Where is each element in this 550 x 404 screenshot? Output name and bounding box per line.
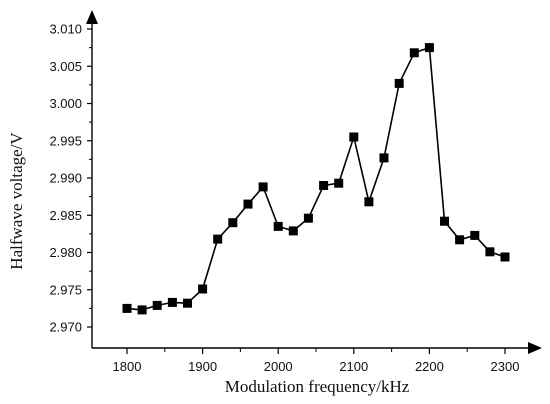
- data-point-marker: [303, 213, 313, 223]
- data-point-marker: [500, 252, 510, 262]
- series-line: [126, 46, 506, 311]
- data-point-marker: [198, 284, 208, 294]
- data-point-marker: [334, 178, 344, 188]
- data-point-marker: [137, 305, 147, 315]
- y-tick-label: 3.005: [49, 59, 82, 74]
- data-point-marker: [288, 226, 298, 236]
- data-point-marker: [485, 247, 495, 257]
- y-tick-label: 2.995: [49, 133, 82, 148]
- series-layer: [122, 43, 510, 315]
- x-tick-label: 1800: [113, 359, 142, 374]
- data-point-marker: [319, 181, 329, 190]
- y-tick-label: 3.000: [49, 96, 82, 111]
- tick-labels: 2.970 2.975 2.980 2.985 2.990 2.995 3.000 3.005…: [49, 22, 519, 375]
- y-tick-label: 2.985: [49, 208, 82, 223]
- data-point-marker: [394, 78, 404, 88]
- data-point-marker: [122, 303, 132, 313]
- data-point-marker: [349, 132, 359, 142]
- y-tick-label: 2.990: [49, 171, 82, 186]
- y-tick-label: 2.970: [49, 320, 82, 335]
- x-axis-arrowhead: [528, 342, 542, 354]
- data-point-marker: [470, 230, 480, 240]
- x-axis-title: Modulation frequency/kHz: [225, 377, 410, 396]
- data-point-marker: [258, 182, 268, 192]
- data-point-marker: [379, 153, 389, 163]
- x-tick-label: 2000: [264, 359, 293, 374]
- x-tick-label: 2300: [491, 359, 520, 374]
- data-point-marker: [213, 234, 223, 244]
- data-point-marker: [167, 297, 177, 307]
- y-tick-label: 2.975: [49, 282, 82, 297]
- y-tick-label: 3.010: [49, 22, 82, 37]
- data-point-marker: [152, 300, 162, 310]
- data-point-marker: [424, 43, 434, 53]
- data-point-marker: [243, 199, 253, 209]
- data-point-marker: [440, 216, 449, 226]
- y-tick-label: 2.980: [49, 245, 82, 260]
- data-point-marker: [409, 48, 419, 58]
- x-tick-label: 2100: [339, 359, 368, 374]
- data-point-marker: [455, 235, 465, 245]
- y-axis-title: Halfwave voltage/V: [7, 132, 26, 270]
- data-point-marker: [273, 221, 283, 231]
- data-point-marker: [183, 298, 192, 308]
- y-axis-arrowhead: [86, 10, 98, 24]
- tick-marks: [87, 28, 506, 354]
- data-point-marker: [228, 218, 238, 228]
- x-tick-label: 2200: [415, 359, 444, 374]
- x-tick-label: 1900: [188, 359, 217, 374]
- data-point-marker: [364, 197, 374, 207]
